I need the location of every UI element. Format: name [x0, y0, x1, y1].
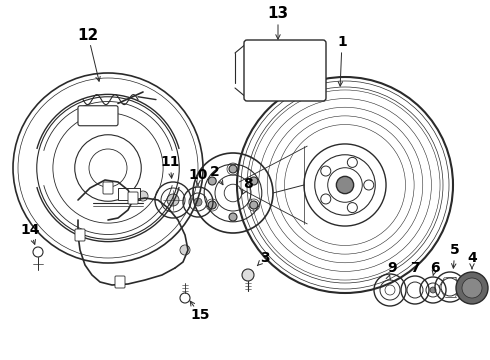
- Circle shape: [250, 177, 258, 185]
- Text: 12: 12: [77, 27, 98, 42]
- Text: 4: 4: [467, 251, 477, 265]
- Text: 2: 2: [210, 165, 220, 179]
- Circle shape: [208, 201, 216, 209]
- Circle shape: [250, 201, 258, 209]
- Circle shape: [456, 272, 488, 304]
- Text: 7: 7: [410, 261, 420, 275]
- Text: 5: 5: [450, 243, 460, 257]
- Circle shape: [313, 64, 321, 72]
- Circle shape: [249, 64, 257, 72]
- Circle shape: [279, 80, 291, 92]
- Circle shape: [288, 47, 310, 69]
- Bar: [118, 188, 140, 200]
- Circle shape: [167, 194, 179, 206]
- FancyBboxPatch shape: [115, 276, 125, 288]
- Circle shape: [229, 213, 237, 221]
- Text: 3: 3: [260, 251, 270, 265]
- Text: 13: 13: [268, 6, 289, 22]
- Text: 6: 6: [430, 261, 440, 275]
- Text: 10: 10: [188, 168, 208, 182]
- Circle shape: [336, 176, 354, 194]
- FancyBboxPatch shape: [78, 106, 118, 126]
- Text: 8: 8: [243, 177, 253, 191]
- FancyBboxPatch shape: [128, 192, 138, 204]
- FancyBboxPatch shape: [75, 229, 85, 241]
- FancyBboxPatch shape: [103, 182, 113, 194]
- Text: 15: 15: [190, 308, 210, 322]
- Text: 9: 9: [387, 261, 397, 275]
- Circle shape: [430, 287, 436, 293]
- Circle shape: [260, 47, 282, 69]
- Circle shape: [208, 177, 216, 185]
- Circle shape: [242, 269, 254, 281]
- Circle shape: [462, 278, 482, 298]
- Text: 1: 1: [337, 35, 347, 49]
- Text: 14: 14: [20, 223, 40, 237]
- FancyBboxPatch shape: [244, 40, 326, 101]
- Circle shape: [194, 198, 202, 206]
- Text: 11: 11: [160, 155, 180, 169]
- Circle shape: [229, 165, 237, 173]
